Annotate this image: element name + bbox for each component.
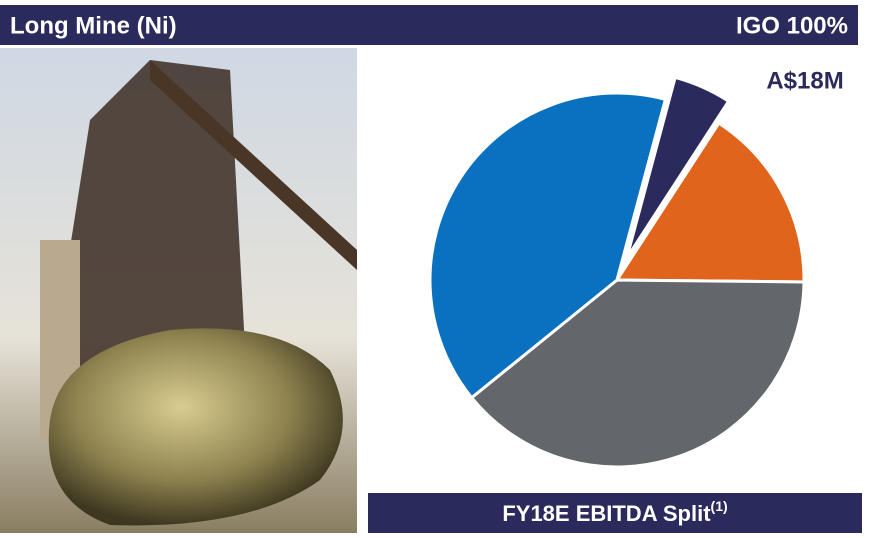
pie bbox=[428, 75, 806, 469]
chart-title-text: FY18E EBITDA Split bbox=[502, 501, 711, 526]
chart-title: FY18E EBITDA Split(1) bbox=[502, 498, 727, 526]
header-bar bbox=[0, 5, 858, 45]
chart-title-note: (1) bbox=[711, 498, 728, 514]
pie-slice bbox=[614, 121, 806, 284]
pie-slice bbox=[428, 91, 668, 400]
mine-photo bbox=[0, 48, 357, 533]
chart-title-bar bbox=[368, 493, 862, 533]
header-ownership: IGO 100% bbox=[736, 12, 848, 39]
pie-slice bbox=[469, 278, 806, 469]
header-title: Long Mine (Ni) bbox=[10, 12, 177, 39]
annotation: A$18M bbox=[766, 67, 843, 94]
pie-slice bbox=[625, 75, 731, 259]
